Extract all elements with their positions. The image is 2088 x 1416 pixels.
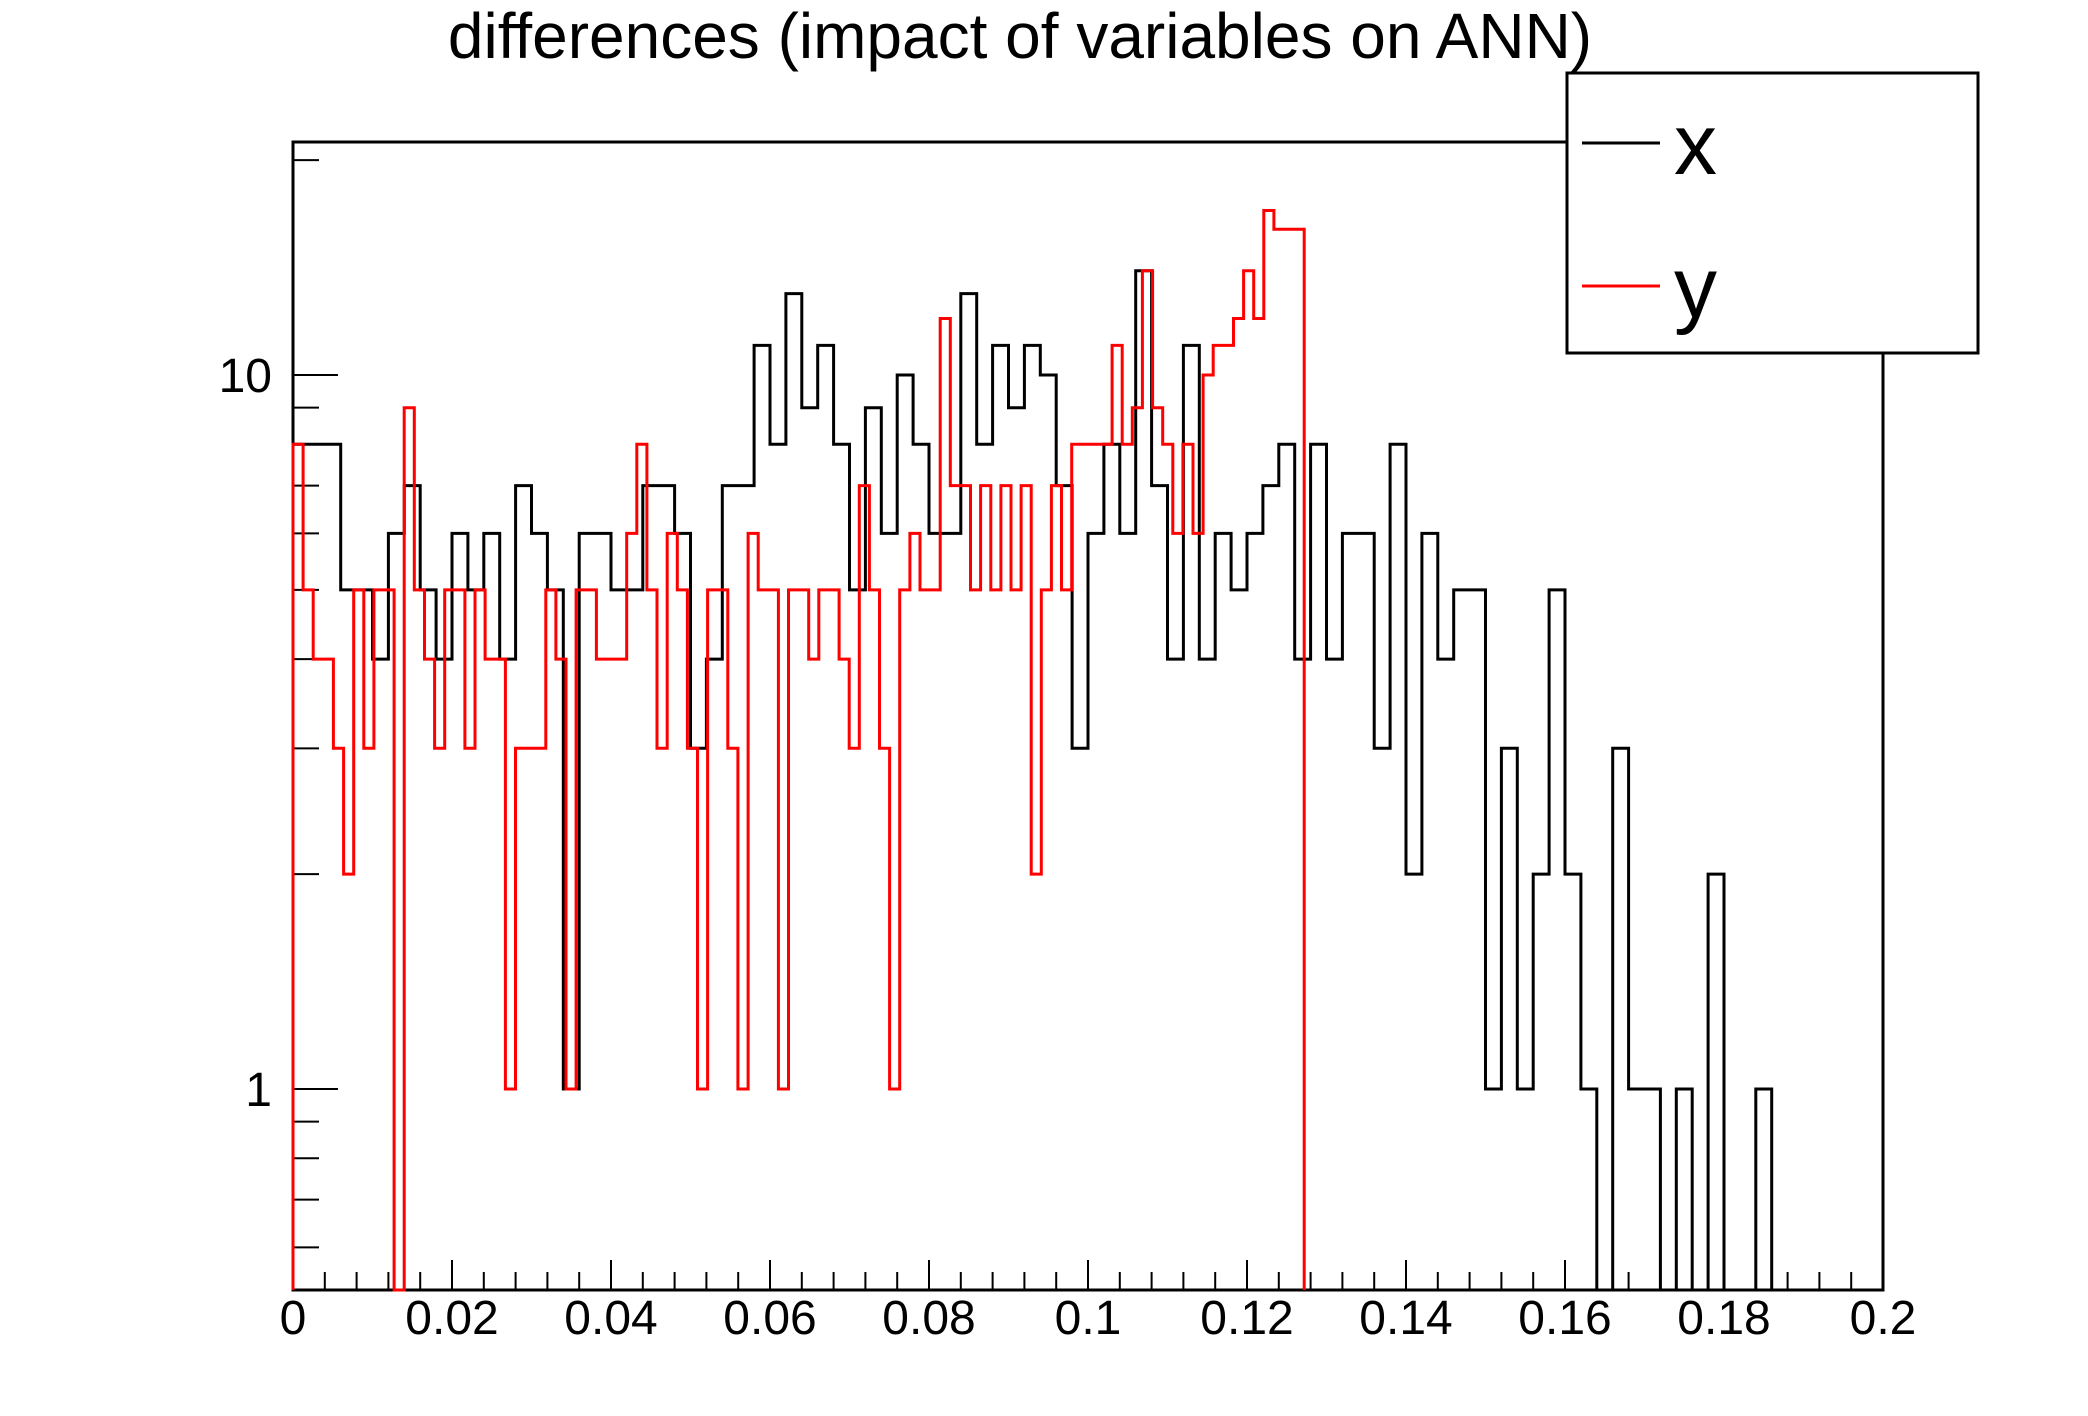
chart-layer: 0 0.02 0.04 0.06 0.08 0.1 0.12 0.14 0.16 0.18 0.2 1…: [219, 140, 1917, 1345]
x-axis-tick-label: 0.04: [564, 1292, 657, 1345]
legend-entry-y: y: [1582, 240, 1717, 336]
x-axis-tick-label: 0.08: [882, 1292, 975, 1345]
y-axis-tick-label: 10: [219, 350, 272, 403]
legend-frame: [1565, 71, 1980, 355]
x-axis-tick-label: 0.16: [1518, 1292, 1611, 1345]
legend-label-x: x: [1674, 97, 1717, 193]
x-axis-tick-label: 0.12: [1200, 1292, 1293, 1345]
x-axis-tick-label: 0.02: [405, 1292, 498, 1345]
x-axis-tick-label: 0.2: [1850, 1292, 1917, 1345]
series-y-step-line: [291, 209, 1306, 1292]
legend-box: x y: [1565, 71, 1980, 355]
y-axis-tick-label: 1: [245, 1064, 272, 1117]
series-x-step-line: [291, 269, 1883, 1292]
x-axis-tick-label: 0.1: [1055, 1292, 1122, 1345]
x-axis-tick-label: 0: [280, 1292, 307, 1345]
x-axis-tick-label: 0.18: [1677, 1292, 1770, 1345]
legend-label-y: y: [1674, 240, 1717, 336]
x-axis-tick-label: 0.14: [1359, 1292, 1452, 1345]
chart-title: differences (impact of variables on ANN): [448, 0, 1592, 72]
x-axis-tick-label: 0.06: [723, 1292, 816, 1345]
legend-entry-x: x: [1582, 97, 1717, 193]
